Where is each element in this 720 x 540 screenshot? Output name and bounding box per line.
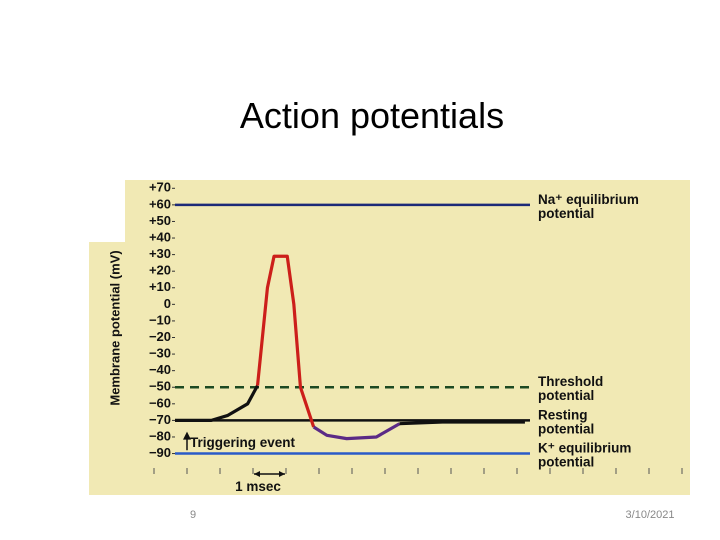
reference-label-line: potential	[538, 206, 594, 221]
y-tick-label: 0	[164, 296, 171, 311]
reference-label: Na⁺ equilibrium potential	[538, 192, 639, 221]
y-tick-label: −10	[149, 312, 171, 327]
slide-title: Action potentials	[240, 95, 504, 136]
y-tick-label: +10	[149, 279, 171, 294]
y-tick-label: +20	[149, 263, 171, 278]
chart-panel	[89, 180, 690, 495]
reference-label-line: potential	[538, 388, 594, 403]
y-tick-label: +40	[149, 229, 171, 244]
reference-label: K⁺ equilibrium potential	[538, 441, 631, 470]
trigger-arrowhead	[183, 431, 191, 440]
y-tick-label: −20	[149, 329, 171, 344]
y-tick-label: +30	[149, 246, 171, 261]
y-tick-label: −60	[149, 395, 171, 410]
potential-curve	[399, 420, 525, 426]
y-tick-label: +50	[149, 213, 171, 228]
potential-curve	[255, 254, 316, 428]
reference-label-line: potential	[538, 455, 594, 470]
y-tick-label: +60	[149, 196, 171, 211]
potential-curve	[312, 422, 401, 441]
plot: +70+60 +50+40 +30 +20+10 0−10 −20 −30−40 −50−60…	[149, 180, 683, 494]
page-number: 9	[190, 509, 196, 521]
y-tick-label: −30	[149, 346, 171, 361]
y-tick-label: −90	[149, 445, 171, 460]
reference-label-line: Na⁺ equilibrium	[538, 192, 639, 207]
y-tick-label: −80	[149, 428, 171, 443]
y-axis-label: Membrane potential (mV)	[107, 250, 122, 405]
panel-gap	[89, 180, 125, 242]
y-tick-label: −50	[149, 379, 171, 394]
reference-label-line: potential	[538, 421, 594, 436]
reference-label-line: Threshold	[538, 374, 603, 389]
reference-label-line: K⁺ equilibrium	[538, 441, 631, 456]
annotation: 1 msec	[235, 479, 281, 494]
slide-date: 3/10/2021	[626, 509, 675, 521]
annotation: Triggering event	[190, 435, 296, 450]
y-tick-label: −40	[149, 362, 171, 377]
reference-label-line: Resting	[538, 407, 588, 422]
y-tick-label: −70	[149, 412, 171, 427]
potential-curve	[175, 384, 259, 422]
reference-label: Threshold potential	[538, 374, 603, 403]
y-tick-label: +70	[149, 180, 171, 195]
reference-label: Resting potential	[538, 407, 594, 436]
